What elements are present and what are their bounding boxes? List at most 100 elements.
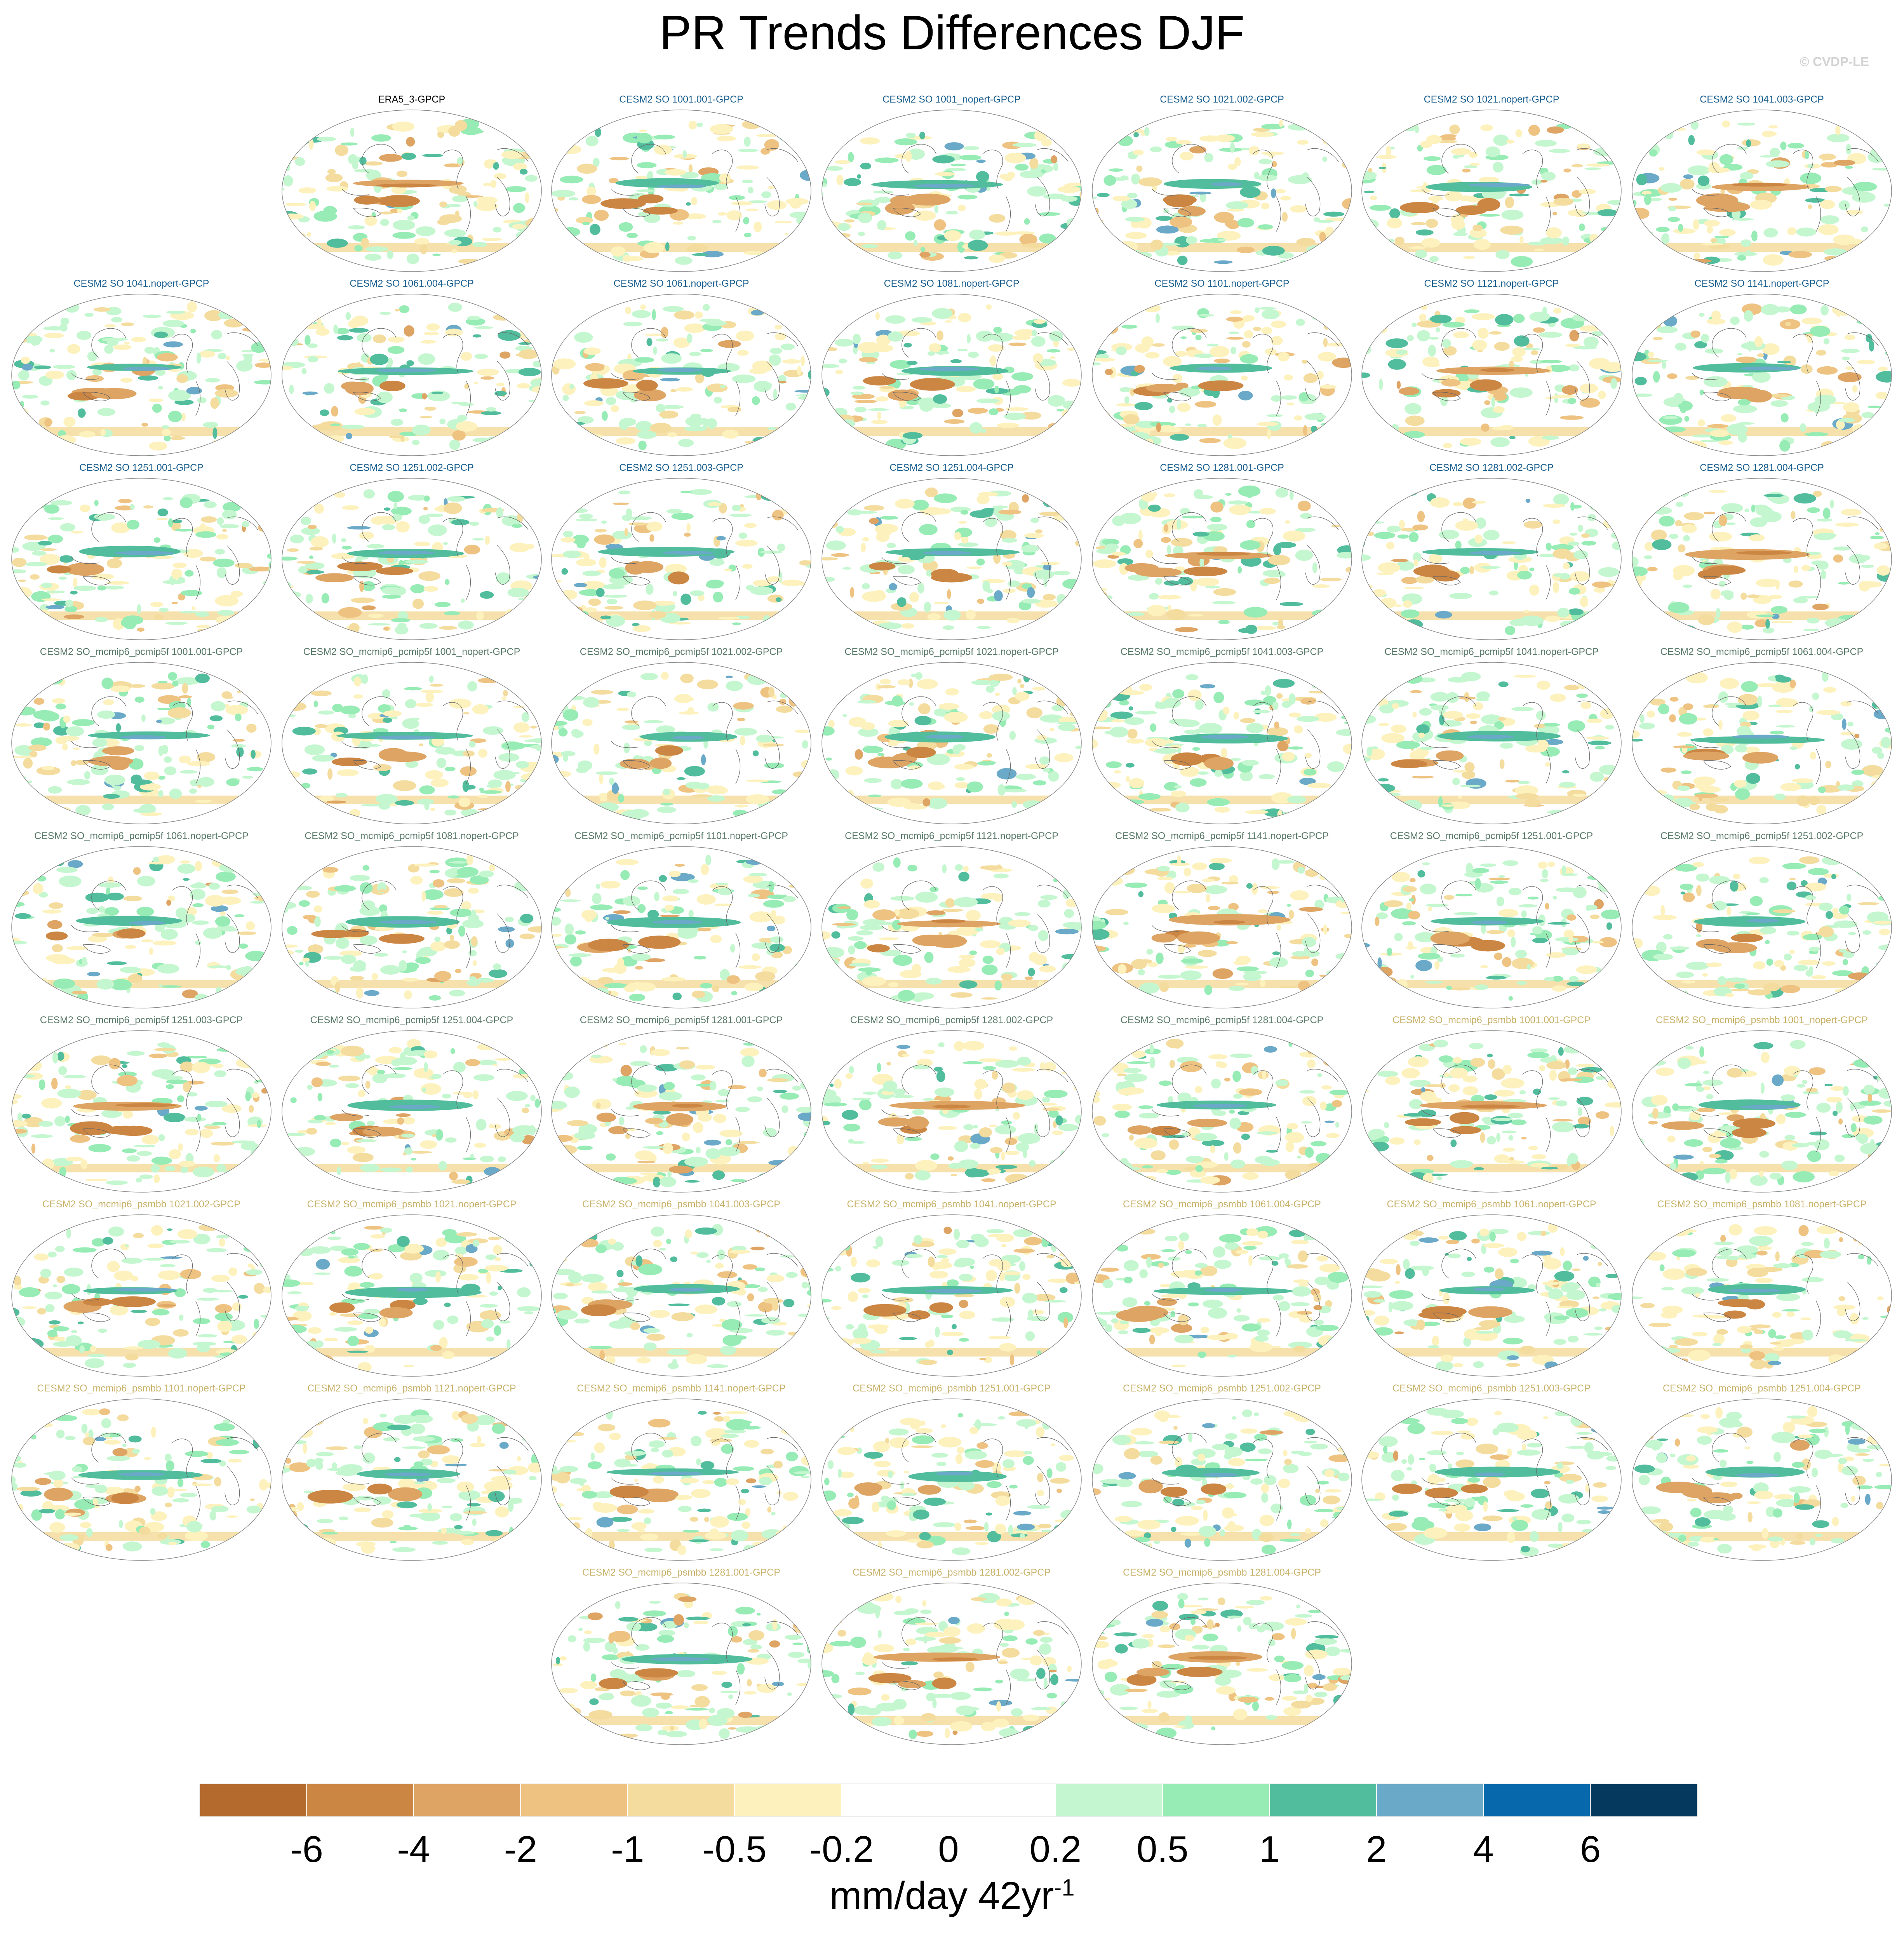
map-panel: CESM2 SO_mcmip6_psmbb 1081.nopert-GPCP <box>1630 1197 1894 1379</box>
panel-title: CESM2 SO_mcmip6_psmbb 1281.002-GPCP <box>853 1567 1051 1578</box>
trend-field <box>12 301 271 451</box>
map-panel: CESM2 SO 1251.003-GPCP <box>549 461 813 643</box>
coastlines <box>341 512 529 600</box>
robinson-map <box>282 846 542 1008</box>
page-title: PR Trends Differences DJF <box>659 6 1245 60</box>
colorbar-tick-label: 0.2 <box>1029 1829 1082 1870</box>
robinson-map <box>11 1214 272 1377</box>
robinson-map <box>1361 110 1622 272</box>
coastlines <box>1152 144 1339 232</box>
panel-title: CESM2 SO 1281.001-GPCP <box>1160 462 1284 473</box>
map-background <box>1632 1031 1892 1192</box>
panel-title: CESM2 SO_mcmip6_psmbb 1021.002-GPCP <box>42 1199 240 1210</box>
robinson-map <box>282 1030 542 1193</box>
map-outline <box>282 846 542 1008</box>
coastlines <box>611 1064 798 1153</box>
map-outline <box>821 662 1082 824</box>
map-background <box>1092 294 1352 456</box>
map-outline <box>1092 294 1352 456</box>
map-outline <box>1632 110 1892 272</box>
colorbar <box>199 1783 1698 1817</box>
map-panel: CESM2 SO_mcmip6_pcmip5f 1061.004-GPCP <box>1630 645 1894 827</box>
panel-title: CESM2 SO 1041.nopert-GPCP <box>73 278 209 289</box>
panel-title: CESM2 SO 1081.nopert-GPCP <box>884 278 1020 289</box>
map-panel: CESM2 SO_mcmip6_pcmip5f 1001.001-GPCP <box>9 645 273 827</box>
map-background <box>282 1031 541 1192</box>
trend-field <box>12 489 271 633</box>
robinson-map <box>282 662 542 824</box>
map-outline <box>551 110 811 272</box>
map-background <box>1092 846 1352 1008</box>
trend-field <box>282 854 541 1001</box>
map-outline <box>1092 1214 1352 1377</box>
robinson-map <box>11 662 272 824</box>
coastlines <box>1152 1433 1339 1521</box>
panel-title: CESM2 SO_mcmip6_pcmip5f 1281.001-GPCP <box>580 1015 783 1026</box>
coastlines <box>1421 1433 1608 1521</box>
map-outline <box>1632 846 1892 1008</box>
robinson-map <box>551 1583 811 1745</box>
map-outline <box>282 294 542 456</box>
trend-field <box>12 669 271 818</box>
map-outline <box>1632 1214 1892 1377</box>
robinson-map <box>1361 1398 1622 1561</box>
map-panel: CESM2 SO_mcmip6_pcmip5f 1101.nopert-GPCP <box>549 829 813 1011</box>
trend-field <box>822 487 1081 631</box>
trend-field <box>282 1226 541 1373</box>
map-outline <box>551 478 811 640</box>
robinson-map <box>1632 110 1892 272</box>
coastlines <box>1692 328 1879 416</box>
robinson-map <box>821 662 1082 824</box>
map-outline <box>11 662 272 824</box>
map-panel: CESM2 SO 1281.004-GPCP <box>1630 461 1894 643</box>
colorbar-frame <box>199 1783 1698 1817</box>
panel-title: CESM2 SO_mcmip6_pcmip5f 1021.nopert-GPCP <box>844 646 1059 657</box>
panel-title: CESM2 SO 1021.002-GPCP <box>1160 94 1284 105</box>
robinson-map <box>1092 1583 1352 1745</box>
robinson-map <box>11 1030 272 1193</box>
map-outline <box>551 1583 811 1745</box>
robinson-map <box>551 110 811 272</box>
map-panel: CESM2 SO_mcmip6_pcmip5f 1041.nopert-GPCP <box>1359 645 1624 827</box>
robinson-map <box>1632 846 1892 1008</box>
robinson-map <box>551 294 811 456</box>
panel-title: CESM2 SO 1141.nopert-GPCP <box>1694 278 1829 289</box>
map-panel: CESM2 SO_mcmip6_pcmip5f 1041.003-GPCP <box>1090 645 1354 827</box>
robinson-map <box>1632 662 1892 824</box>
robinson-map <box>1632 294 1892 456</box>
map-panel: CESM2 SO 1021.002-GPCP <box>1090 92 1354 274</box>
panel-title: ERA5_3-GPCP <box>378 94 446 105</box>
map-panel: CESM2 SO_mcmip6_psmbb 1281.002-GPCP <box>820 1566 1084 1747</box>
colorbar-units: mm/day 42yr-1 <box>0 1872 1904 1919</box>
map-outline <box>821 478 1082 640</box>
map-outline <box>282 1214 542 1377</box>
robinson-map <box>1092 478 1352 640</box>
panel-title: CESM2 SO_mcmip6_pcmip5f 1281.004-GPCP <box>1120 1015 1324 1026</box>
trend-field <box>12 1224 271 1368</box>
panel-title: CESM2 SO_mcmip6_psmbb 1081.nopert-GPCP <box>1657 1199 1867 1210</box>
map-panel: CESM2 SO_mcmip6_psmbb 1141.nopert-GPCP <box>549 1381 813 1563</box>
robinson-map <box>1092 1398 1352 1561</box>
colorbar-tick-label: 0.5 <box>1136 1829 1189 1870</box>
map-outline <box>1632 1030 1892 1193</box>
coastlines <box>71 512 258 600</box>
map-panel: CESM2 SO_mcmip6_pcmip5f 1251.002-GPCP <box>1630 829 1894 1011</box>
trend-field <box>1092 1038 1352 1186</box>
map-background <box>822 1215 1081 1376</box>
robinson-map <box>821 478 1082 640</box>
robinson-map <box>1092 662 1352 824</box>
map-outline <box>1092 1583 1352 1745</box>
panel-title: CESM2 SO_mcmip6_psmbb 1021.nopert-GPCP <box>307 1199 517 1210</box>
robinson-map <box>1361 846 1622 1008</box>
panel-title: CESM2 SO 1281.004-GPCP <box>1700 462 1824 473</box>
map-panel: CESM2 SO 1081.nopert-GPCP <box>820 277 1084 458</box>
robinson-map <box>551 478 811 640</box>
robinson-map <box>1632 1030 1892 1193</box>
robinson-map <box>1092 846 1352 1008</box>
panel-title: CESM2 SO_mcmip6_psmbb 1121.nopert-GPCP <box>307 1383 516 1394</box>
coastlines <box>1692 512 1879 600</box>
units-base: mm/day 42yr <box>829 1874 1054 1917</box>
map-outline <box>1092 1398 1352 1561</box>
map-outline <box>1361 1398 1622 1561</box>
map-panel: CESM2 SO 1061.004-GPCP <box>280 277 544 458</box>
